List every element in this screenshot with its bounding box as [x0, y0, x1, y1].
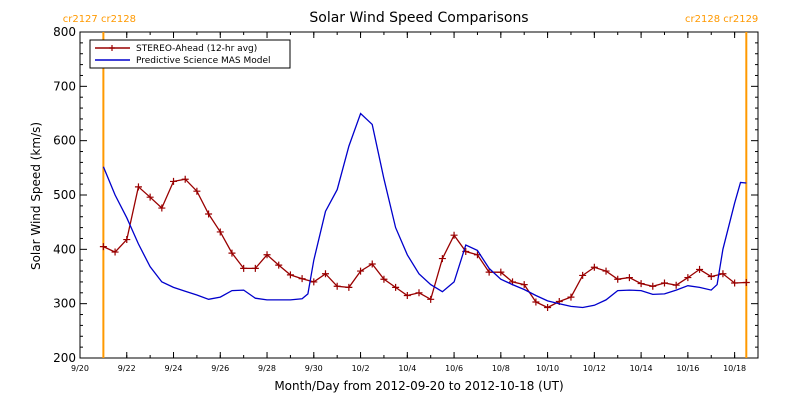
data-point: [170, 177, 178, 185]
data-point: [181, 175, 189, 183]
x-tick-label: 9/24: [165, 364, 183, 373]
x-tick-label: 9/26: [211, 364, 229, 373]
x-tick-label: 10/12: [583, 364, 606, 373]
data-point: [368, 260, 376, 268]
data-point: [99, 243, 107, 251]
series-line-2: [102, 112, 747, 309]
data-point: [392, 283, 400, 291]
y-tick-label: 800: [53, 25, 76, 39]
data-point: [123, 236, 131, 244]
data-point: [625, 274, 633, 282]
data-point: [590, 263, 598, 271]
data-point: [637, 280, 645, 288]
legend-label-2: Predictive Science MAS Model: [136, 56, 271, 66]
data-point: [333, 282, 341, 290]
legend-swatch-marker: [109, 45, 115, 51]
x-tick-label: 10/14: [630, 364, 653, 373]
data-point: [240, 264, 248, 272]
legend-box: [89, 39, 291, 69]
data-point: [450, 231, 458, 239]
data-point: [567, 293, 575, 301]
data-point: [579, 271, 587, 279]
x-axis-label: Month/Day from 2012-09-20 to 2012-10-18 …: [274, 379, 563, 393]
data-point: [544, 303, 552, 311]
y-tick-label: 300: [53, 297, 76, 311]
data-point: [263, 251, 271, 259]
data-point: [111, 248, 119, 256]
data-point: [707, 273, 715, 280]
data-point: [696, 265, 704, 273]
data-point: [216, 228, 224, 236]
x-tick-label: 10/16: [676, 364, 699, 373]
x-tick-label: 9/20: [71, 364, 89, 373]
chart-title: Solar Wind Speed Comparisons: [309, 10, 528, 26]
data-point: [146, 193, 154, 201]
x-tick-label: 10/4: [398, 364, 416, 373]
data-point: [415, 289, 423, 297]
data-point: [380, 275, 388, 283]
x-tick-label: 10/8: [492, 364, 510, 373]
x-tick-label: 10/18: [723, 364, 746, 373]
data-point: [205, 210, 213, 218]
data-point: [649, 282, 657, 290]
data-point: [298, 275, 306, 283]
data-point: [228, 249, 236, 257]
y-tick-label: 500: [53, 188, 76, 202]
y-tick-label: 600: [53, 134, 76, 148]
data-point: [275, 261, 283, 269]
data-point: [485, 268, 493, 276]
data-point: [614, 275, 622, 283]
series-line-1: [103, 178, 747, 309]
data-point: [193, 187, 201, 195]
data-point: [520, 281, 528, 289]
data-point: [719, 270, 727, 278]
data-point: [742, 278, 750, 286]
data-point: [403, 292, 411, 300]
data-point: [602, 267, 610, 275]
y-tick-label: 400: [53, 242, 76, 256]
y-tick-label: 200: [53, 351, 76, 365]
data-point: [357, 267, 365, 275]
data-point: [672, 281, 680, 289]
carrington-marker-label: cr2128 cr2129: [685, 14, 758, 25]
data-point: [731, 279, 739, 287]
x-tick-label: 10/2: [352, 364, 370, 373]
data-point: [684, 274, 692, 282]
data-point: [427, 295, 435, 303]
plot-area: 200 300 400 500 600 700 800 9/20 9/22 9/24 9/26 9/2…: [53, 14, 759, 373]
data-point: [158, 204, 166, 212]
carrington-marker-label: cr2127 cr2128: [63, 14, 136, 25]
data-point: [321, 270, 329, 278]
x-tick-label: 9/22: [118, 364, 136, 373]
data-point: [345, 283, 353, 291]
data-point: [286, 271, 294, 279]
data-point: [251, 264, 259, 272]
x-tick-label: 10/10: [536, 364, 559, 373]
data-point: [660, 279, 668, 287]
legend-label-1: STEREO-Ahead (12-hr avg): [136, 44, 257, 54]
y-axis-label: Solar Wind Speed (km/s): [29, 122, 43, 270]
data-point: [310, 278, 318, 286]
data-point: [497, 268, 505, 276]
x-tick-label: 9/28: [258, 364, 276, 373]
x-tick-label: 10/6: [445, 364, 463, 373]
data-point: [438, 255, 446, 263]
x-tick-label: 9/30: [305, 364, 323, 373]
data-point: [134, 183, 142, 191]
data-point: [532, 298, 540, 306]
y-tick-label: 700: [53, 79, 76, 93]
